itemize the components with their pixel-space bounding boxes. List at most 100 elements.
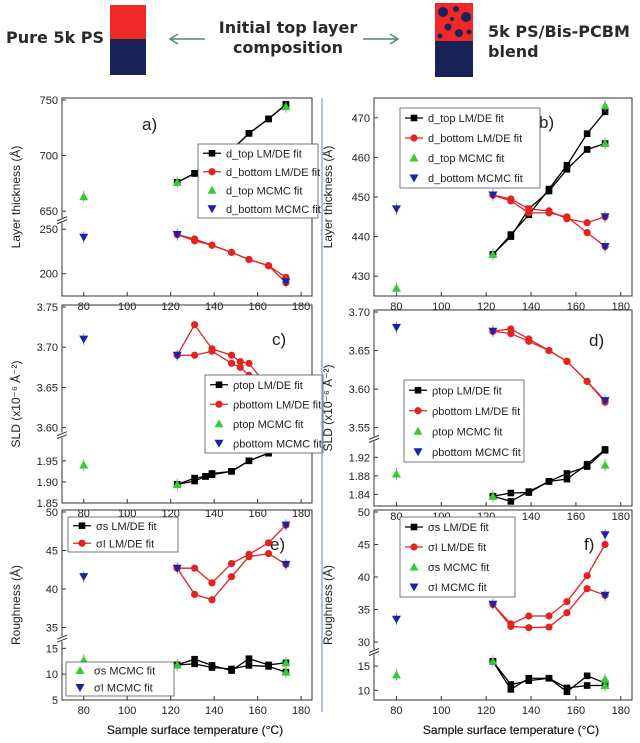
x-tick-label: 100 (432, 301, 450, 313)
data-point (600, 243, 610, 251)
blend-label: 5k PS/Bis-PCBM blend (488, 22, 630, 62)
data-point (265, 115, 272, 123)
data-point (525, 337, 533, 345)
series (391, 99, 610, 295)
y-tick-label: 750 (40, 95, 58, 107)
data-point (228, 468, 235, 475)
data-point (245, 553, 253, 561)
series (489, 191, 609, 227)
legend-item: σs LM/DE fit (73, 521, 157, 533)
data-point (391, 469, 401, 478)
legend-label: ρbottom MCMC fit (233, 438, 322, 450)
data-point (172, 564, 182, 573)
legend-label: d_top MCMC fit (428, 153, 504, 165)
data-point (172, 351, 182, 360)
data-point (172, 660, 182, 669)
data-point (227, 573, 236, 581)
data-point (245, 359, 253, 367)
panel-label: e) (270, 535, 285, 554)
data-point (208, 471, 216, 479)
data-point (208, 664, 216, 671)
data-point (79, 573, 89, 582)
data-point (264, 262, 273, 270)
y-tick-label: 3.60 (349, 384, 370, 396)
blend-label-line2: blend (488, 42, 539, 61)
x-tick-label: 180 (612, 705, 630, 717)
data-point (488, 491, 498, 500)
data-point (583, 682, 591, 689)
legend-item: σs MCMC fit (75, 666, 155, 678)
x-tick-label: 180 (292, 705, 310, 717)
y-tick-label: 200 (40, 269, 58, 281)
data-point (525, 209, 533, 217)
y-tick-label: 35 (358, 605, 370, 617)
legend-label: σs MCMC fit (428, 562, 489, 574)
x-tick-label: 100 (118, 301, 136, 313)
x-axis-label: Sample surface temperature (°C) (423, 723, 599, 737)
legend-label: d_bottom MCMC fit (428, 173, 523, 185)
axis-break-mark (56, 431, 68, 437)
data-point (488, 656, 498, 665)
legend-marker (214, 419, 224, 428)
x-tick-label: 120 (162, 705, 180, 717)
legend: ρtop LM/DE fit ρbottom LM/DE fit ρtop MCMC… (204, 374, 324, 454)
legend: ρtop LM/DE fit ρbottom LM/DE fit ρtop MCMC… (403, 379, 525, 463)
legend-item: d_bottom MCMC fit (409, 173, 523, 185)
blend-domains (437, 6, 472, 39)
legend-label: d_top MCMC fit (226, 185, 302, 197)
y-tick-label: 1.85 (37, 498, 58, 510)
legend-label: ρtop MCMC fit (432, 426, 502, 438)
legend-label: d_bottom LM/DE fit (428, 133, 522, 145)
data-point (281, 667, 291, 676)
x-tick-label: 140 (205, 705, 223, 717)
legend-item: d_bottom LM/DE fit (405, 133, 522, 145)
legend-box (403, 379, 525, 463)
data-point (245, 662, 253, 669)
axis-break-mark (368, 434, 380, 440)
data-point (563, 213, 571, 221)
legend-label: ρbottom LM/DE fit (233, 399, 321, 411)
data-point (600, 681, 610, 689)
legend-marker (410, 543, 418, 551)
data-point (191, 237, 199, 245)
legend-item: ρbottom MCMC fit (413, 447, 521, 459)
data-point (391, 670, 401, 679)
axis-break-gap (370, 436, 379, 442)
axis-break (56, 216, 68, 225)
legend-marker (207, 205, 217, 214)
legend-item: ρtop LM/DE fit (409, 385, 502, 397)
y-axis-label: Layer thickness (Å) (320, 146, 335, 249)
panel-label: b) (539, 113, 554, 132)
data-point (227, 248, 236, 256)
data-point (245, 655, 253, 662)
data-point (228, 665, 235, 673)
pure-ps-bottom-layer (110, 39, 146, 75)
legend-marker (215, 400, 223, 408)
y-tick-label: 45 (46, 546, 58, 558)
x-axis-label: Sample surface temperature (°C) (107, 723, 283, 737)
axis-break (368, 648, 380, 656)
legend-item: ρbottom LM/DE fit (210, 399, 321, 411)
legend-marker (78, 522, 86, 530)
data-point (202, 473, 209, 480)
legend-label: ρtop LM/DE fit (233, 380, 303, 392)
legend-marker (410, 134, 418, 142)
y-tick-label: 470 (352, 113, 370, 125)
axis-break-gap (58, 217, 67, 223)
data-point (79, 192, 89, 201)
x-axis-label: Sample surface temperature (°C) (107, 723, 283, 737)
legend-item: ρtop MCMC fit (413, 426, 502, 438)
header-graphics (110, 3, 473, 77)
legend-label: ρbottom LM/DE fit (432, 406, 520, 418)
x-tick-label: 80 (78, 705, 90, 717)
panel-f: 80 100 120 140 160 180 10 15 30 35 40 45 50 Roughness… (320, 507, 633, 737)
legend-label: d_bottom LM/DE fit (226, 167, 320, 179)
data-point (281, 658, 291, 667)
series (489, 585, 609, 632)
panel-label: c) (272, 330, 286, 349)
data-point (227, 351, 236, 359)
y-axis-label: Layer thickness (Å) (8, 146, 23, 249)
data-point (600, 139, 610, 148)
data-point (545, 478, 553, 485)
